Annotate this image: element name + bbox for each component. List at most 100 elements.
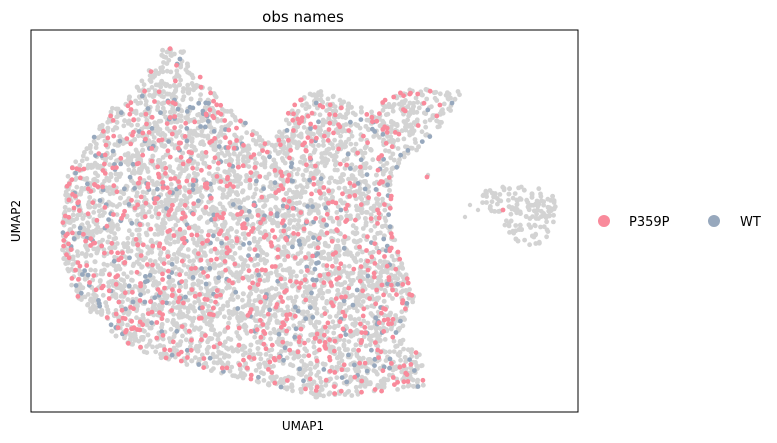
background-cell — [128, 270, 134, 275]
background-cell — [189, 81, 195, 86]
background-cell — [350, 270, 356, 276]
background-cell — [180, 168, 186, 174]
background-cell — [371, 332, 377, 338]
background-cell — [286, 213, 292, 218]
background-cell — [167, 216, 172, 222]
background-cell — [367, 380, 373, 386]
background-cell — [225, 300, 231, 305]
background-cell — [390, 151, 396, 157]
background-cell — [262, 164, 268, 170]
background-cell — [279, 134, 285, 140]
background-cell — [245, 263, 251, 269]
background-cell — [114, 212, 120, 218]
background-cell — [484, 200, 489, 205]
background-cell — [293, 294, 299, 300]
background-cell — [199, 150, 205, 156]
background-cell — [109, 328, 114, 334]
background-cell — [366, 189, 371, 195]
background-cell — [122, 282, 128, 288]
background-cell — [374, 295, 380, 301]
background-cell — [244, 130, 250, 136]
background-cell — [171, 317, 176, 323]
background-cell — [197, 357, 202, 362]
background-cell — [382, 337, 388, 342]
background-cell — [298, 269, 304, 275]
background-cell — [92, 204, 97, 210]
background-cell — [321, 150, 327, 156]
background-cell — [240, 231, 246, 237]
background-cell — [357, 190, 362, 196]
background-cell — [127, 94, 132, 100]
background-cell — [265, 271, 271, 277]
background-cell — [517, 222, 523, 228]
background-cell — [341, 289, 347, 295]
background-cell — [423, 124, 429, 130]
background-cell — [113, 308, 119, 313]
background-cell — [155, 281, 160, 287]
background-cell — [178, 231, 184, 237]
background-cell — [230, 373, 236, 378]
background-cell — [254, 308, 260, 314]
background-cell — [347, 332, 353, 338]
background-cell — [333, 259, 339, 265]
background-cell — [390, 296, 395, 301]
background-cell — [160, 155, 166, 160]
background-cell — [387, 293, 392, 298]
background-cell — [384, 160, 390, 166]
background-cell — [406, 110, 412, 116]
background-cell — [257, 230, 263, 236]
background-cell — [149, 214, 155, 220]
background-cell — [255, 226, 261, 232]
background-cell — [245, 195, 251, 201]
background-cell — [113, 125, 118, 130]
background-cell — [98, 271, 104, 277]
background-cell — [291, 224, 297, 230]
background-cell — [240, 291, 246, 296]
background-cell — [390, 108, 396, 114]
background-cell — [507, 186, 512, 192]
background-cell — [415, 377, 421, 383]
background-cell — [321, 305, 327, 311]
background-cell — [332, 271, 337, 276]
background-cell — [258, 370, 264, 375]
background-cell — [224, 194, 230, 200]
background-cell — [367, 165, 373, 171]
background-cell — [281, 244, 287, 250]
background-cell — [381, 163, 386, 169]
background-cell — [299, 358, 305, 364]
background-cell — [211, 159, 217, 165]
background-cell — [234, 229, 240, 235]
background-cell — [349, 133, 355, 139]
background-cell — [136, 338, 142, 344]
background-cell — [369, 109, 374, 115]
background-cell — [121, 241, 126, 247]
background-cell — [285, 304, 290, 310]
background-cell — [320, 223, 326, 229]
background-cell — [294, 200, 300, 206]
background-cell — [551, 219, 556, 225]
background-cell — [100, 133, 105, 139]
background-cell — [248, 291, 254, 297]
background-cell — [191, 171, 197, 176]
background-cell — [401, 119, 407, 124]
background-cell — [319, 387, 325, 392]
background-cell — [302, 346, 308, 352]
background-cell — [272, 312, 278, 317]
background-cell — [536, 240, 542, 246]
background-cell — [355, 239, 361, 244]
background-cell — [551, 212, 556, 218]
background-cell — [350, 278, 356, 283]
background-cell — [217, 139, 223, 145]
background-cell — [85, 227, 91, 233]
background-cell — [196, 298, 202, 304]
background-cell — [311, 149, 317, 155]
background-cell — [497, 192, 503, 197]
background-cell — [125, 297, 131, 302]
background-cell — [171, 334, 177, 339]
background-cell — [92, 259, 98, 265]
background-cell — [383, 148, 388, 154]
background-cell — [355, 365, 361, 371]
background-cell — [353, 141, 359, 147]
background-cell — [203, 361, 209, 366]
background-cell — [290, 189, 296, 195]
